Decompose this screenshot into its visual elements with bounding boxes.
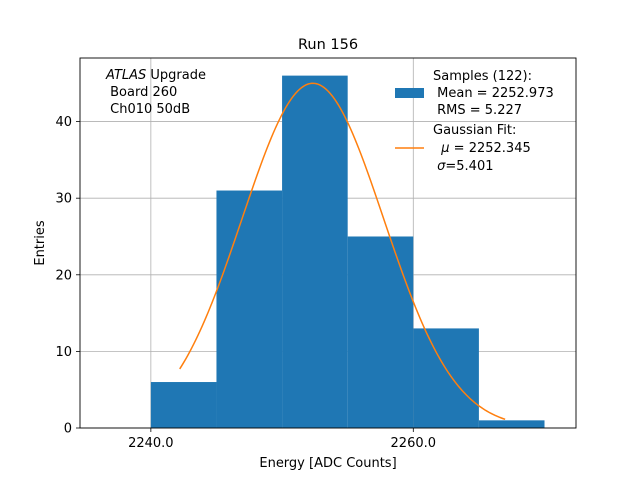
histogram-bar-4	[347, 236, 414, 428]
y-tick-label: 30	[55, 192, 72, 207]
legend-samples-mean: Mean = 2252.973	[433, 86, 554, 101]
legend-mu-value: = 2252.345	[450, 141, 531, 156]
legend-fit-label: Gaussian Fit:	[433, 123, 516, 138]
histogram-bar-5	[413, 328, 479, 428]
legend-samples-rms: RMS = 5.227	[433, 103, 522, 118]
legend-samples-swatch	[395, 88, 424, 98]
histogram-bar-2	[216, 190, 283, 428]
channel-text: Ch010 50dB	[106, 102, 190, 117]
x-axis-label: Energy [ADC Counts]	[259, 456, 396, 471]
legend-sigma-symbol: σ	[437, 159, 446, 174]
y-tick-label: 20	[55, 268, 72, 283]
gaussian-fit-curve	[179, 82, 506, 421]
atlas-annotation: ATLAS Upgrade Board 260 Ch010 50dB	[105, 68, 206, 117]
legend-fit-mu: μ = 2252.345	[433, 141, 531, 156]
atlas-annotation-line1: ATLAS Upgrade	[105, 68, 206, 83]
y-tick-label: 10	[55, 345, 72, 360]
x-tick-label: 2260.0	[391, 436, 437, 451]
legend-mu-symbol: μ	[440, 141, 449, 156]
y-tick-label: 40	[55, 115, 72, 130]
legend: Samples (122): Mean = 2252.973 RMS = 5.2…	[395, 69, 554, 174]
y-tick-label: 0	[64, 422, 72, 437]
chart-title: Run 156	[298, 37, 358, 53]
plot-frame	[79, 57, 577, 429]
histogram-bar-3	[282, 75, 348, 428]
histogram-bars	[150, 75, 545, 428]
axis-ticks: 2240.0 2260.0 0 10 20 30 40	[55, 115, 436, 451]
legend-samples-label: Samples (122):	[433, 69, 532, 84]
y-axis-label: Entries	[33, 220, 48, 266]
x-tick-label: 2240.0	[128, 436, 174, 451]
fit-curve-layer	[179, 82, 506, 421]
legend-fit-sigma: σ=5.401	[433, 159, 494, 174]
legend-sigma-value: =5.401	[445, 159, 493, 174]
board-text: Board 260	[106, 85, 177, 100]
histogram-bar-6	[478, 420, 545, 428]
atlas-label: ATLAS	[105, 68, 146, 83]
atlas-upgrade-text: Upgrade	[146, 68, 206, 83]
histogram-bar-1	[150, 382, 217, 428]
